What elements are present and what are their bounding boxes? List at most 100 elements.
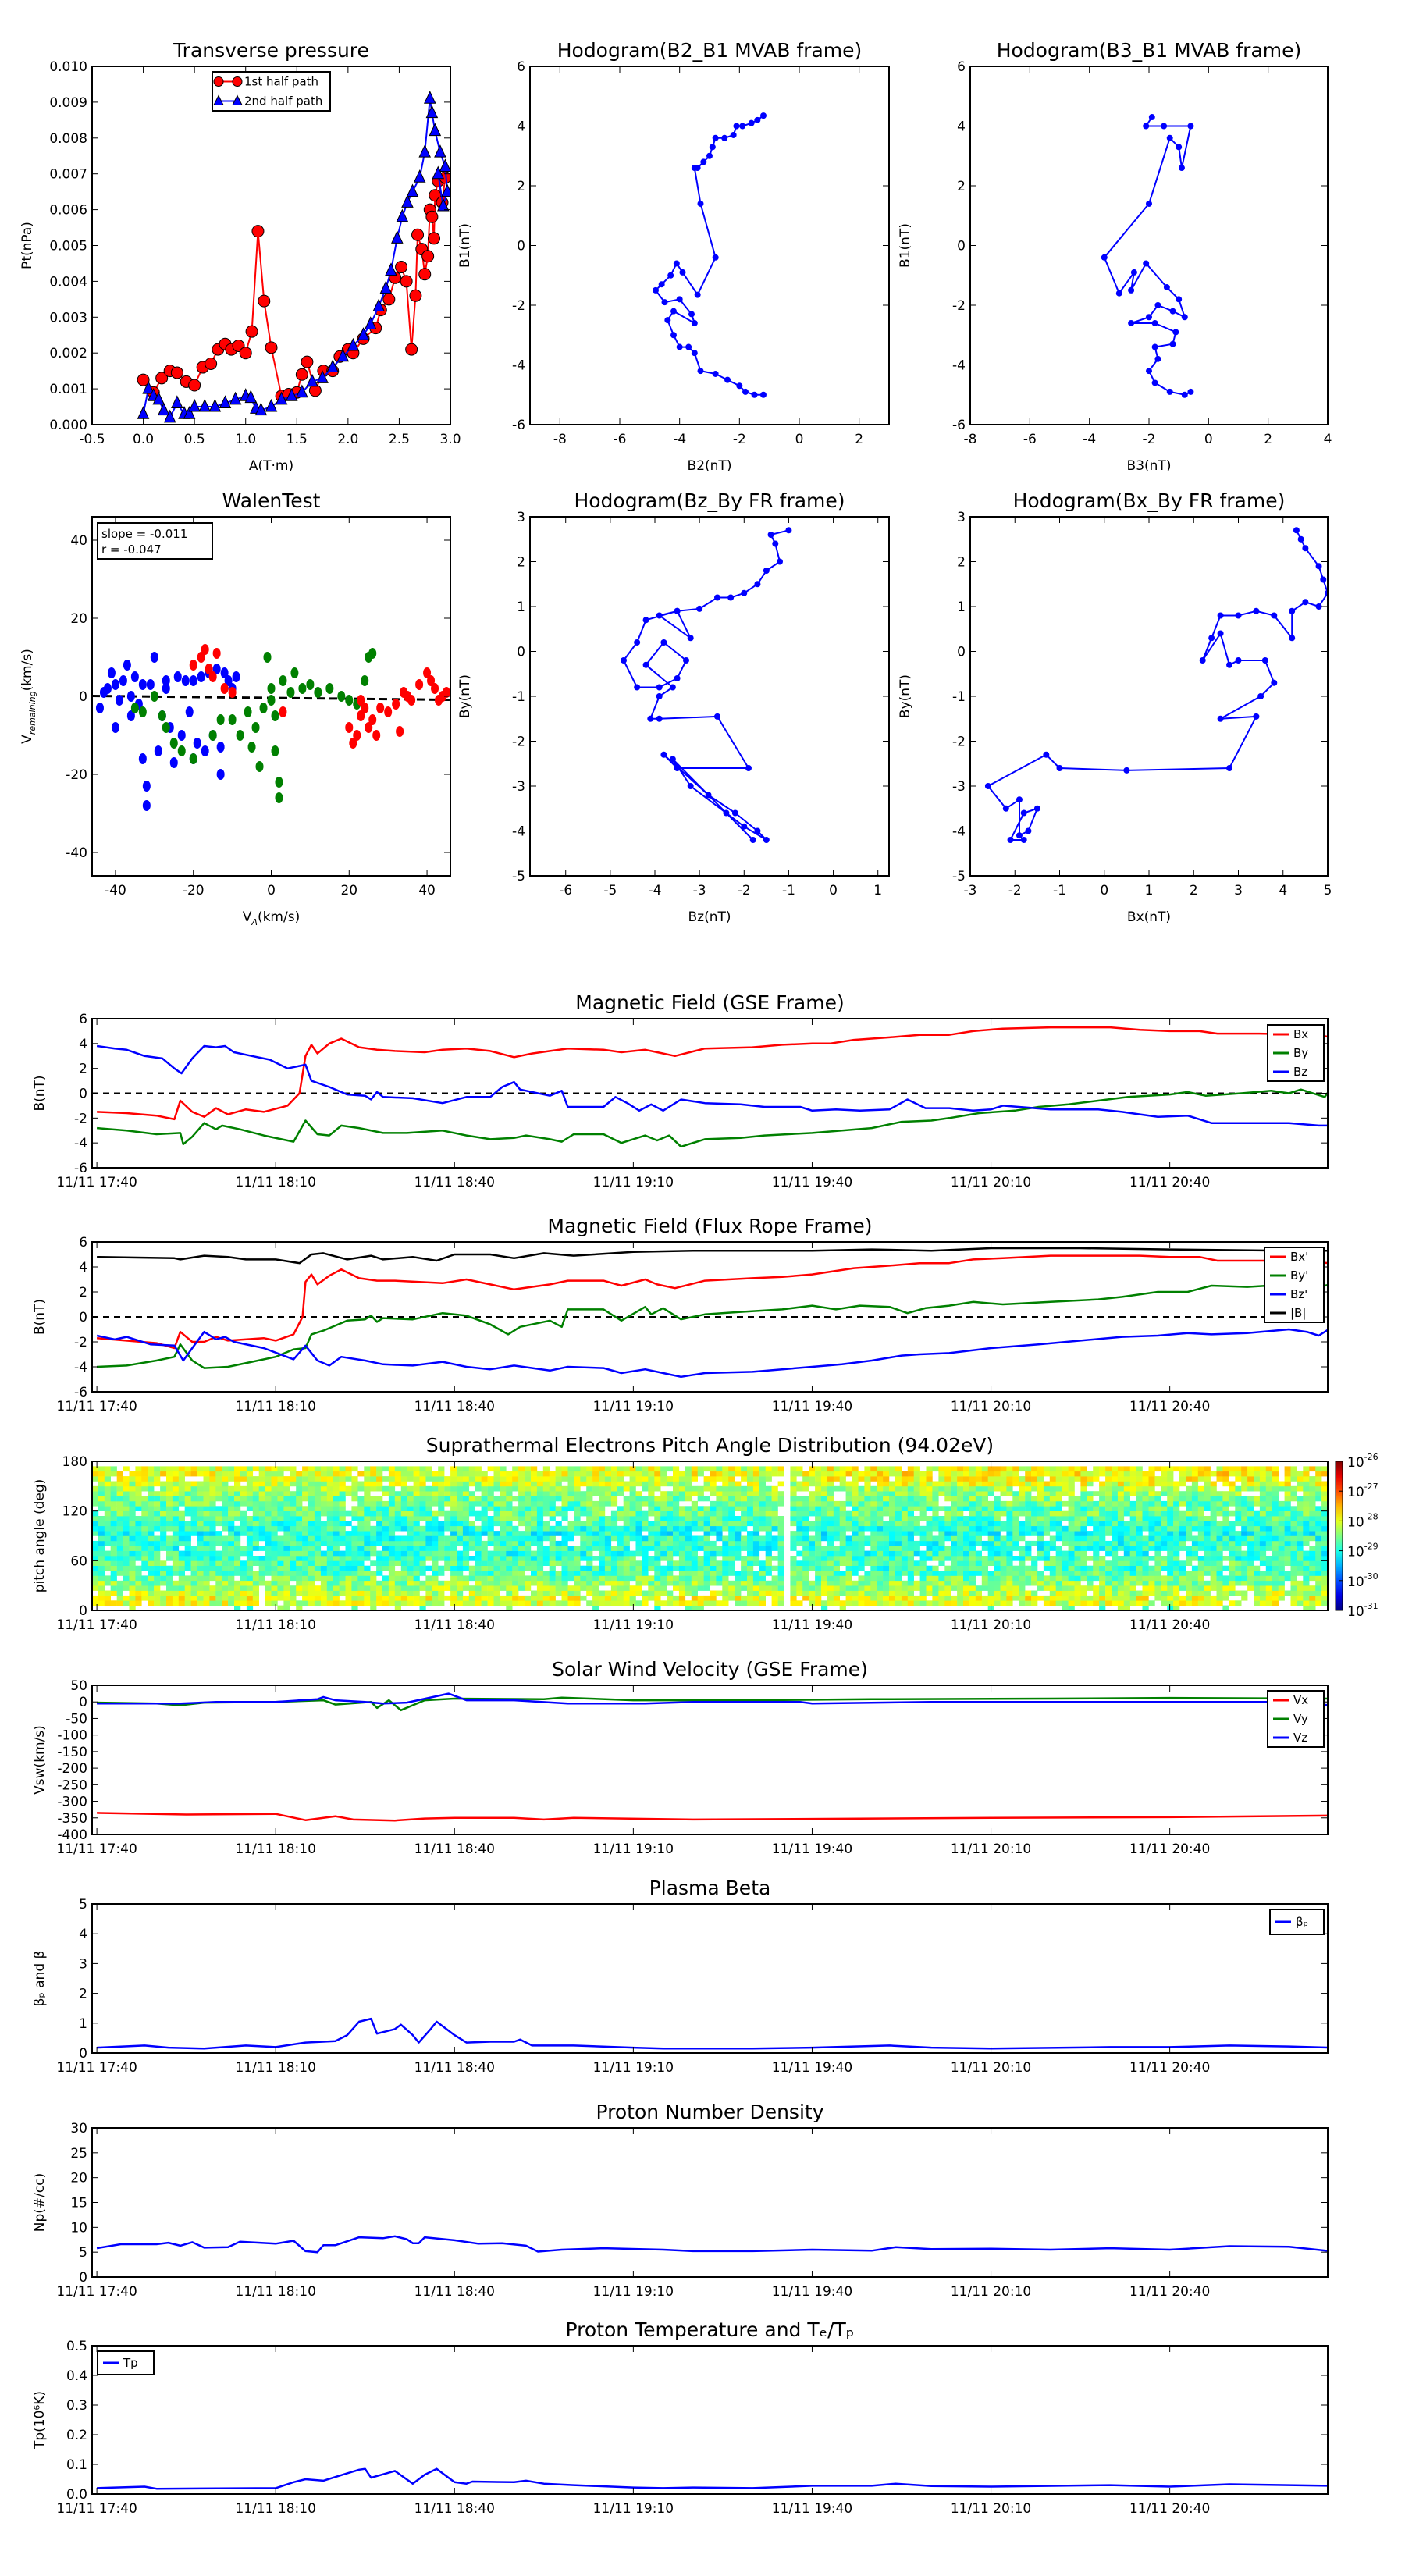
heatmap-cell <box>1006 1590 1013 1596</box>
heatmap-cell <box>252 1560 259 1566</box>
heatmap-cell <box>1309 1510 1316 1517</box>
heatmap-cell <box>1197 1565 1204 1571</box>
series-line <box>96 1254 1328 1350</box>
heatmap-cell <box>308 1571 315 1576</box>
heatmap-cell <box>525 1516 532 1521</box>
series-line <box>96 1328 1328 1379</box>
heatmap-cell <box>438 1546 445 1551</box>
heatmap-cell <box>203 1491 210 1496</box>
heatmap-cell <box>1167 1595 1174 1601</box>
heatmap-cell <box>815 1500 822 1507</box>
heatmap-cell <box>1278 1531 1285 1536</box>
heatmap-cell <box>963 1540 970 1546</box>
heatmap-cell <box>184 1560 191 1566</box>
heatmap-cell <box>975 1540 982 1546</box>
heatmap-cell <box>722 1525 729 1532</box>
heatmap-cell <box>1321 1496 1328 1502</box>
heatmap-cell <box>1123 1575 1130 1582</box>
heatmap-cell <box>1173 1516 1180 1521</box>
heatmap-cell <box>265 1565 272 1571</box>
heatmap-cell <box>333 1496 340 1502</box>
heatmap-cell <box>1241 1560 1248 1566</box>
heatmap-cell <box>493 1506 500 1511</box>
heatmap-cell <box>388 1540 396 1546</box>
triangle-marker <box>208 398 222 412</box>
heatmap-cell <box>771 1496 778 1502</box>
heatmap-cell <box>432 1595 439 1601</box>
heatmap-cell <box>166 1506 173 1511</box>
heatmap-cell <box>326 1546 333 1551</box>
heatmap-cell <box>1278 1556 1285 1561</box>
heatmap-cell <box>747 1571 754 1576</box>
heatmap-cell <box>673 1521 680 1527</box>
heatmap-cell <box>1161 1595 1168 1601</box>
x-tick-label: 0 <box>267 883 276 898</box>
heatmap-cell <box>815 1556 822 1561</box>
heatmap-cell <box>574 1556 581 1561</box>
heatmap-cell <box>1099 1575 1106 1582</box>
circle-marker <box>400 275 413 288</box>
heatmap-cell <box>413 1525 420 1532</box>
heatmap-cell <box>1136 1595 1143 1601</box>
heatmap-cell <box>172 1491 180 1496</box>
scatter-point <box>271 710 279 721</box>
heatmap-cell <box>561 1590 568 1596</box>
heatmap-cell <box>685 1556 692 1561</box>
heatmap-cell <box>691 1510 698 1517</box>
heatmap-cell <box>771 1585 778 1591</box>
heatmap-cell <box>271 1521 278 1527</box>
heatmap-cell <box>351 1491 358 1496</box>
heatmap-cell <box>1142 1565 1149 1571</box>
heatmap-cell <box>357 1510 365 1517</box>
heatmap-cell <box>320 1590 328 1596</box>
heatmap-cell <box>326 1500 333 1507</box>
heatmap-cell <box>629 1491 636 1496</box>
heatmap-cell <box>1315 1575 1322 1582</box>
heatmap-cell <box>308 1531 315 1536</box>
heatmap-cell <box>777 1571 784 1576</box>
y-tick-label: 0 <box>79 1310 87 1325</box>
heatmap-cell <box>678 1580 686 1586</box>
heatmap-cell <box>716 1546 723 1551</box>
heatmap-cell <box>777 1535 784 1542</box>
heatmap-cell <box>1049 1565 1056 1571</box>
heatmap-cell <box>617 1571 624 1576</box>
heatmap-cell <box>438 1600 445 1606</box>
heatmap-cell <box>419 1535 426 1542</box>
heatmap-cell <box>277 1500 284 1507</box>
heatmap-cell <box>457 1585 464 1591</box>
heatmap-cell <box>907 1565 914 1571</box>
heatmap-cell <box>394 1580 401 1586</box>
heatmap-cell <box>642 1600 649 1606</box>
heatmap-cell <box>351 1506 358 1511</box>
heatmap-cell <box>1303 1600 1310 1606</box>
heatmap-cell <box>1272 1585 1279 1591</box>
heatmap-cell <box>1179 1500 1186 1507</box>
heatmap-cell <box>864 1575 871 1582</box>
heatmap-cell <box>592 1556 599 1561</box>
heatmap-cell <box>148 1531 155 1536</box>
heatmap-cell <box>728 1565 735 1571</box>
heatmap-cell <box>802 1506 809 1511</box>
heatmap-cell <box>370 1575 377 1582</box>
heatmap-cell <box>351 1496 358 1502</box>
dot-marker <box>741 589 748 596</box>
scatter-point <box>314 687 322 698</box>
heatmap-cell <box>716 1580 723 1586</box>
scatter-point <box>126 710 135 721</box>
heatmap-cell <box>919 1590 927 1596</box>
heatmap-cell <box>290 1595 297 1601</box>
heatmap-cell <box>487 1580 494 1586</box>
heatmap-cell <box>246 1550 254 1557</box>
heatmap-cell <box>370 1571 377 1576</box>
heatmap-cell <box>938 1580 945 1586</box>
heatmap-cell <box>116 1535 123 1542</box>
heatmap-cell <box>877 1585 884 1591</box>
heatmap-cell <box>166 1556 173 1561</box>
heatmap-cell <box>1290 1510 1297 1517</box>
heatmap-cell <box>981 1540 988 1546</box>
heatmap-cell <box>747 1531 754 1536</box>
heatmap-cell <box>635 1510 642 1517</box>
heatmap-cell <box>1167 1500 1174 1507</box>
